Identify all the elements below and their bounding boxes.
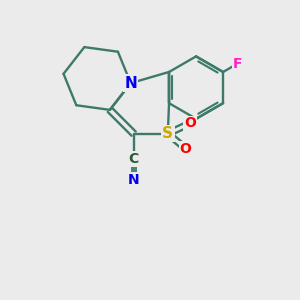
- Text: S: S: [162, 126, 173, 141]
- Text: O: O: [184, 116, 196, 130]
- Text: N: N: [128, 173, 140, 187]
- Text: N: N: [124, 76, 137, 91]
- Text: O: O: [180, 142, 192, 155]
- Text: C: C: [128, 152, 139, 166]
- Text: F: F: [232, 57, 242, 71]
